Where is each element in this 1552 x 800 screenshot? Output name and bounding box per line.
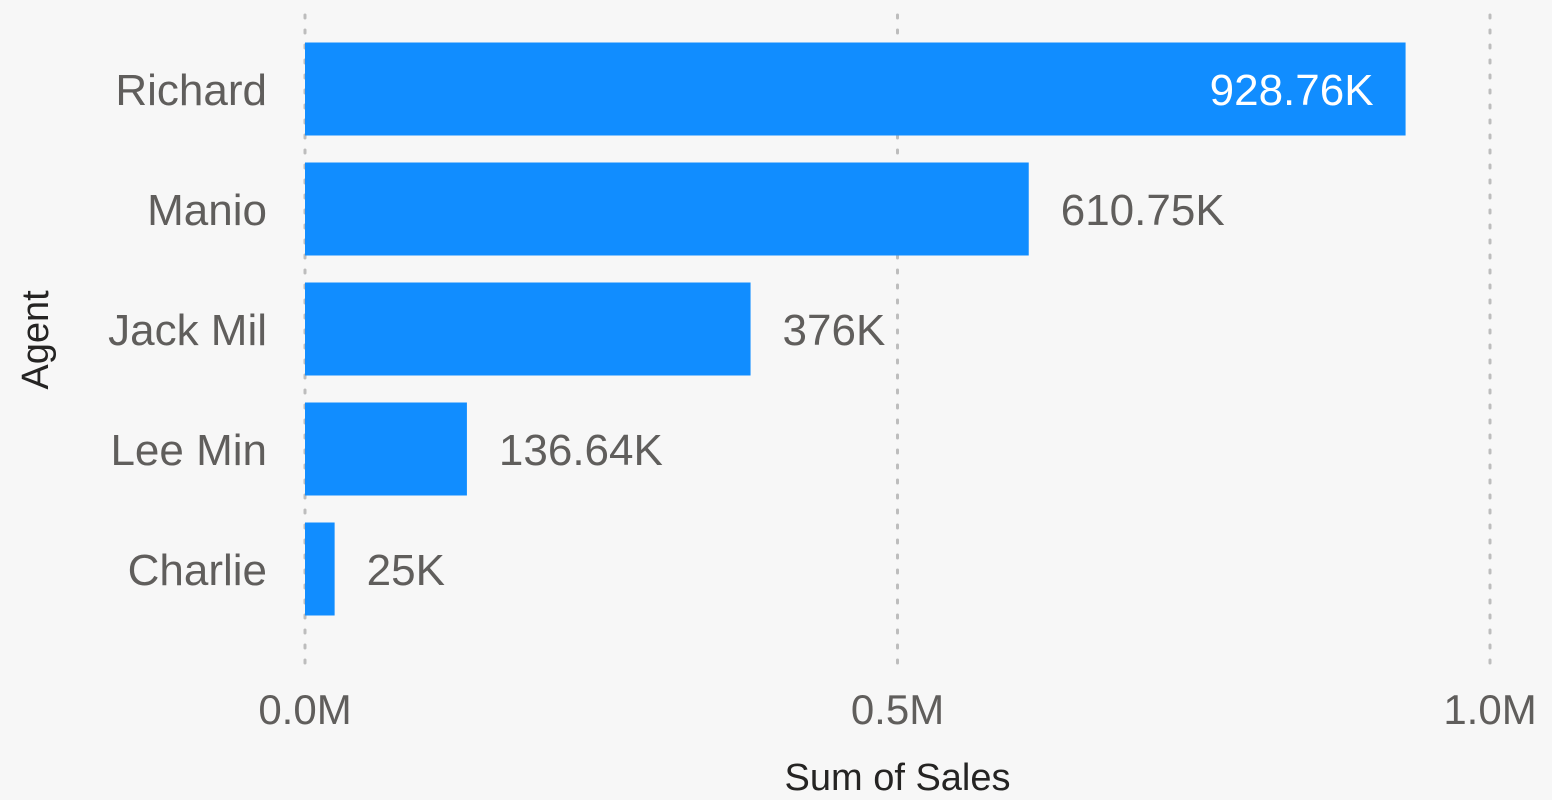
category-label-1: Manio <box>147 186 267 235</box>
data-label-2: 376K <box>783 306 886 355</box>
category-label-0: Richard <box>115 66 267 115</box>
x-tick-label-2: 1.0M <box>1443 686 1536 733</box>
category-labels: Richard Manio Jack Mil Lee Min Charlie <box>108 66 267 595</box>
category-label-2: Jack Mil <box>108 306 267 355</box>
bar-jack-mil <box>305 282 751 376</box>
y-axis-title: Agent <box>15 290 57 390</box>
x-tick-label-0: 0.0M <box>258 686 351 733</box>
bar-charlie <box>305 522 335 616</box>
x-tick-label-1: 0.5M <box>851 686 944 733</box>
data-label-1: 610.75K <box>1061 186 1225 235</box>
bar-richard <box>305 42 1406 136</box>
bar-lee-min <box>305 402 467 496</box>
category-label-4: Charlie <box>128 546 267 595</box>
data-labels: 928.76K 610.75K 376K 136.64K 25K <box>367 66 1374 595</box>
category-label-3: Lee Min <box>110 426 267 475</box>
data-label-3: 136.64K <box>499 426 663 475</box>
data-label-0: 928.76K <box>1210 66 1374 115</box>
data-label-4: 25K <box>367 546 445 595</box>
bar-manio <box>305 162 1029 256</box>
x-tick-labels: 0.0M 0.5M 1.0M <box>258 686 1536 733</box>
bars <box>305 42 1406 616</box>
x-axis-title: Sum of Sales <box>785 757 1011 799</box>
